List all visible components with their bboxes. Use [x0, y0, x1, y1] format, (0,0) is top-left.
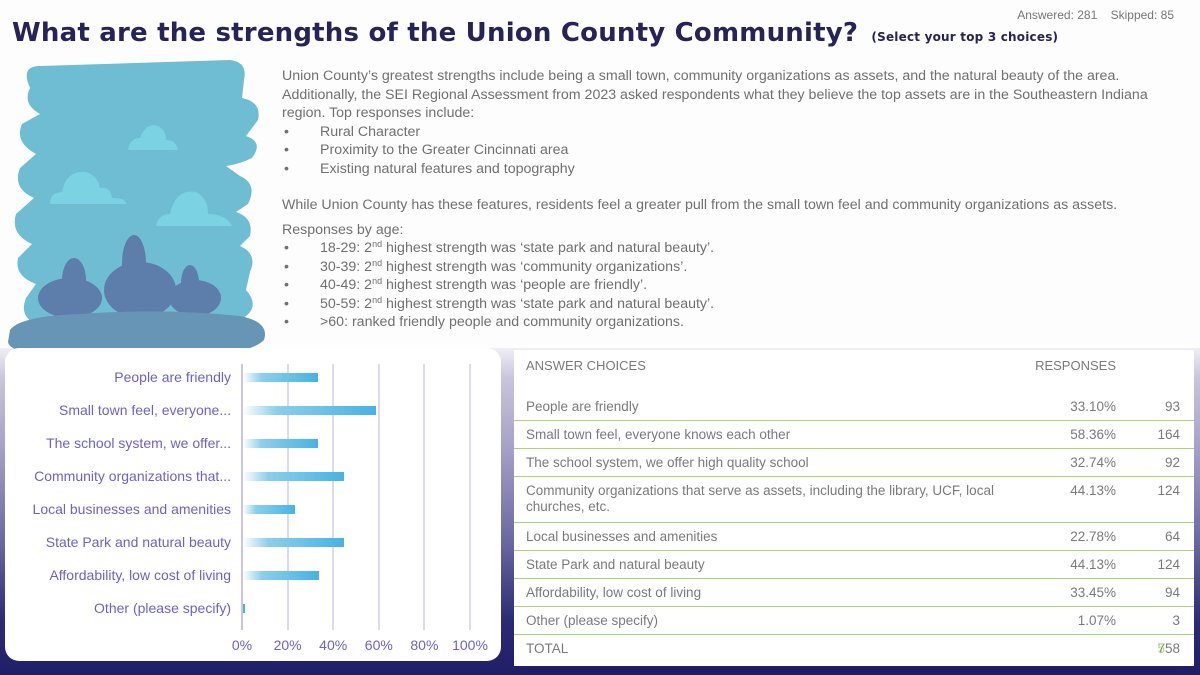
gridline — [377, 364, 380, 630]
list-item: >60: ranked friendly people and communit… — [282, 313, 1187, 332]
category-label: The school system, we offer... — [46, 435, 231, 451]
x-tick-label: 60% — [364, 637, 393, 653]
category-label: Community organizations that... — [34, 468, 231, 484]
response-percent: 1.07% — [1077, 613, 1116, 628]
ground-icon — [8, 311, 265, 358]
category-label: Affordability, low cost of living — [49, 567, 231, 583]
age-heading: Responses by age: — [282, 221, 404, 238]
header-answer-choices: ANSWER CHOICES — [526, 358, 646, 373]
x-tick-label: 0% — [231, 637, 253, 653]
response-percent: 32.74% — [1070, 455, 1116, 470]
question-subtitle: (Select your top 3 choices) — [871, 30, 1059, 44]
response-count: 92 — [1164, 455, 1180, 470]
total-overlay-digit: 5 — [1157, 641, 1165, 656]
bar — [243, 439, 318, 448]
list-item: 30-39: 2nd highest strength was ‘communi… — [282, 258, 1187, 277]
response-count: 93 — [1164, 399, 1180, 414]
table-row: Other (please specify) 1.07% 3 — [514, 606, 1194, 635]
response-count: 164 — [1157, 427, 1180, 442]
list-item: Proximity to the Greater Cincinnati area — [282, 141, 1187, 160]
total-label: TOTAL — [526, 641, 569, 656]
bar — [243, 406, 377, 415]
header-responses: RESPONSES — [1035, 358, 1116, 373]
gridline — [469, 364, 471, 630]
response-count: 64 — [1164, 529, 1180, 544]
answer-choice: The school system, we offer high quality… — [526, 455, 809, 470]
x-tick-label: 100% — [452, 637, 488, 653]
gridline — [286, 364, 289, 630]
response-percent: 33.45% — [1070, 585, 1116, 600]
response-count: 124 — [1157, 483, 1180, 498]
age-responses-list: 18-29: 2nd highest strength was ‘state p… — [282, 239, 1187, 332]
table-row: People are friendly 33.10% 93 — [514, 392, 1194, 421]
list-item: 18-29: 2nd highest strength was ‘state p… — [282, 239, 1187, 258]
x-tick-label: 20% — [273, 637, 302, 653]
gridline — [423, 364, 426, 630]
response-percent: 22.78% — [1070, 529, 1116, 544]
response-percent: 58.36% — [1070, 427, 1116, 442]
table-row: Community organizations that serve as as… — [514, 476, 1194, 523]
bar — [243, 604, 246, 613]
top-assets-list: Rural Character Proximity to the Greater… — [282, 123, 1187, 179]
gridline — [332, 364, 335, 630]
answer-choice: Local businesses and amenities — [526, 529, 718, 544]
category-label: People are friendly — [114, 369, 231, 385]
summary-paragraph-1: Union County’s greatest strengths includ… — [282, 68, 1148, 121]
response-count: 94 — [1164, 585, 1180, 600]
list-item: 40-49: 2nd highest strength was ‘people … — [282, 276, 1187, 295]
category-label: State Park and natural beauty — [45, 534, 231, 550]
category-label: Other (please specify) — [94, 600, 231, 616]
answer-choice: Community organizations that serve as as… — [526, 483, 994, 514]
skipped-count: Skipped: 85 — [1110, 8, 1174, 22]
category-label: Small town feel, everyone... — [59, 402, 231, 418]
answer-choice: Small town feel, everyone knows each oth… — [526, 427, 791, 442]
table-row: State Park and natural beauty 44.13% 124 — [514, 550, 1194, 579]
bar-chart: 0% 20% 40% 60% 80% 100% People are friendly Sma… — [5, 348, 501, 661]
response-count: 124 — [1157, 557, 1180, 572]
table-row: Local businesses and amenities 22.78% 64 — [514, 522, 1194, 551]
bar — [243, 472, 344, 481]
response-percent: 44.13% — [1070, 483, 1116, 498]
table-row: Small town feel, everyone knows each oth… — [514, 420, 1194, 449]
bar — [243, 538, 344, 547]
answer-choice: State Park and natural beauty — [526, 557, 705, 572]
response-percent: 33.10% — [1070, 399, 1116, 414]
answer-choice: People are friendly — [526, 399, 639, 414]
summary-text: Union County’s greatest strengths includ… — [282, 67, 1187, 332]
total-row: TOTAL 758 5 — [514, 634, 1194, 662]
list-item: 50-59: 2nd highest strength was ‘state p… — [282, 295, 1187, 314]
response-percent: 44.13% — [1070, 557, 1116, 572]
gridline — [241, 364, 243, 630]
cloud-icon — [50, 125, 232, 226]
list-item: Rural Character — [282, 123, 1187, 142]
question-title: What are the strengths of the Union Coun… — [12, 18, 859, 48]
page-title: What are the strengths of the Union Coun… — [12, 18, 1058, 48]
bar — [243, 571, 320, 580]
category-label: Local businesses and amenities — [32, 501, 231, 517]
answer-choice: Other (please specify) — [526, 613, 659, 628]
table-row: The school system, we offer high quality… — [514, 448, 1194, 477]
response-count: 3 — [1172, 613, 1180, 628]
answered-count: Answered: 281 — [1017, 8, 1098, 22]
responses-table: ANSWER CHOICES RESPONSES People are frie… — [514, 350, 1194, 666]
summary-paragraph-2: While Union County has these features, r… — [282, 197, 1118, 213]
bar — [243, 373, 319, 382]
list-item: Existing natural features and topography — [282, 160, 1187, 179]
landscape-illustration-icon — [8, 60, 265, 358]
total-value: 758 5 — [1157, 641, 1180, 656]
table-row: Affordability, low cost of living 33.45% 9… — [514, 578, 1194, 607]
x-tick-label: 40% — [319, 637, 348, 653]
x-tick-label: 80% — [410, 637, 439, 653]
bar — [243, 505, 295, 514]
answer-choice: Affordability, low cost of living — [526, 585, 702, 600]
response-stats: Answered: 281 Skipped: 85 — [1007, 8, 1174, 22]
bushes-icon — [38, 235, 221, 318]
